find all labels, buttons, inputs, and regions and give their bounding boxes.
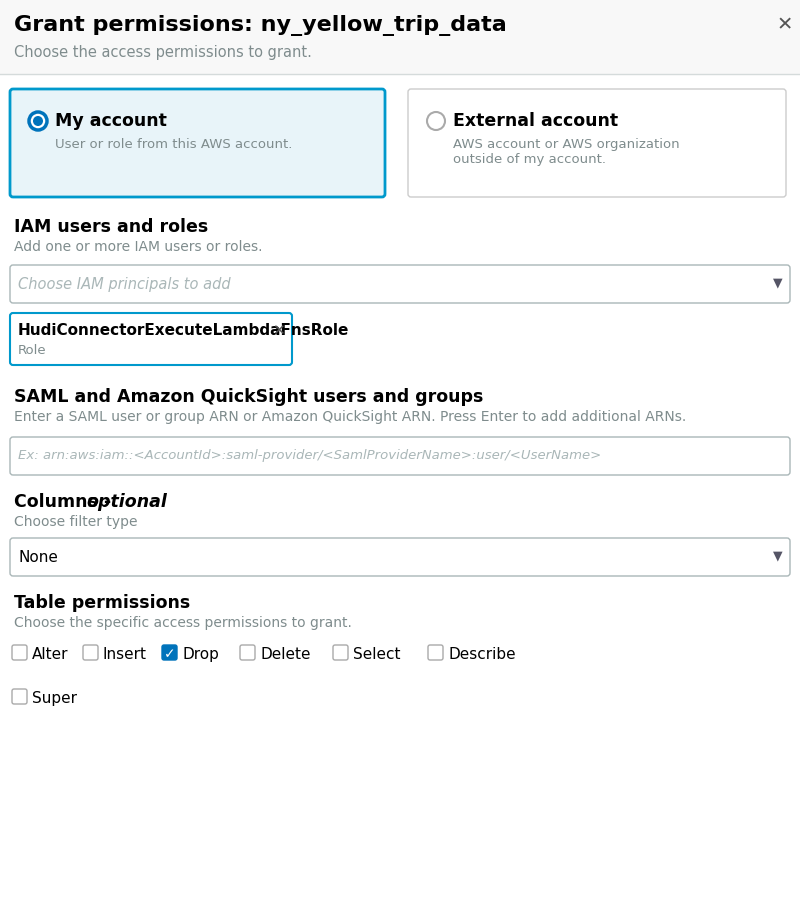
FancyBboxPatch shape: [408, 90, 786, 198]
Text: Choose filter type: Choose filter type: [14, 515, 138, 528]
Text: User or role from this AWS account.: User or role from this AWS account.: [55, 138, 292, 151]
Text: Columns -: Columns -: [14, 492, 118, 510]
Text: Choose IAM principals to add: Choose IAM principals to add: [18, 276, 230, 292]
FancyBboxPatch shape: [0, 0, 800, 75]
Text: Describe: Describe: [448, 647, 516, 661]
Text: External account: External account: [453, 112, 618, 130]
FancyBboxPatch shape: [162, 646, 177, 660]
Text: Delete: Delete: [260, 647, 310, 661]
Text: Super: Super: [32, 690, 77, 705]
Text: ✓: ✓: [164, 647, 175, 660]
Text: ✕: ✕: [777, 15, 793, 34]
FancyBboxPatch shape: [428, 646, 443, 660]
FancyBboxPatch shape: [10, 538, 790, 576]
Text: SAML and Amazon QuickSight users and groups: SAML and Amazon QuickSight users and gro…: [14, 387, 483, 405]
Circle shape: [29, 113, 47, 131]
FancyBboxPatch shape: [12, 646, 27, 660]
Text: optional: optional: [86, 492, 167, 510]
Text: Alter: Alter: [32, 647, 69, 661]
FancyBboxPatch shape: [333, 646, 348, 660]
Text: Table permissions: Table permissions: [14, 593, 190, 611]
FancyBboxPatch shape: [10, 265, 790, 303]
FancyBboxPatch shape: [10, 438, 790, 476]
Text: Choose the access permissions to grant.: Choose the access permissions to grant.: [14, 45, 312, 60]
Text: ✕: ✕: [272, 322, 284, 338]
Text: Insert: Insert: [103, 647, 147, 661]
FancyBboxPatch shape: [10, 90, 385, 198]
Text: Role: Role: [18, 344, 46, 357]
FancyBboxPatch shape: [240, 646, 255, 660]
Text: IAM users and roles: IAM users and roles: [14, 218, 208, 236]
FancyBboxPatch shape: [10, 313, 292, 366]
Text: HudiConnectorExecuteLambdaFnsRole: HudiConnectorExecuteLambdaFnsRole: [18, 322, 350, 338]
Text: AWS account or AWS organization
outside of my account.: AWS account or AWS organization outside …: [453, 138, 680, 166]
Text: Select: Select: [353, 647, 401, 661]
Text: None: None: [18, 549, 58, 564]
Text: ▼: ▼: [773, 275, 783, 289]
Text: Enter a SAML user or group ARN or Amazon QuickSight ARN. Press Enter to add addi: Enter a SAML user or group ARN or Amazon…: [14, 410, 686, 424]
Text: Drop: Drop: [182, 647, 219, 661]
Circle shape: [33, 116, 43, 126]
FancyBboxPatch shape: [83, 646, 98, 660]
Text: Choose the specific access permissions to grant.: Choose the specific access permissions t…: [14, 615, 352, 629]
Text: My account: My account: [55, 112, 167, 130]
Text: ▼: ▼: [773, 548, 783, 562]
Text: Grant permissions: ny_yellow_trip_data: Grant permissions: ny_yellow_trip_data: [14, 15, 506, 36]
Text: Add one or more IAM users or roles.: Add one or more IAM users or roles.: [14, 239, 262, 254]
FancyBboxPatch shape: [12, 689, 27, 704]
Text: Ex: arn:aws:iam::<AccountId>:saml-provider/<SamlProviderName>:user/<UserName>: Ex: arn:aws:iam::<AccountId>:saml-provid…: [18, 449, 602, 461]
Circle shape: [427, 113, 445, 131]
